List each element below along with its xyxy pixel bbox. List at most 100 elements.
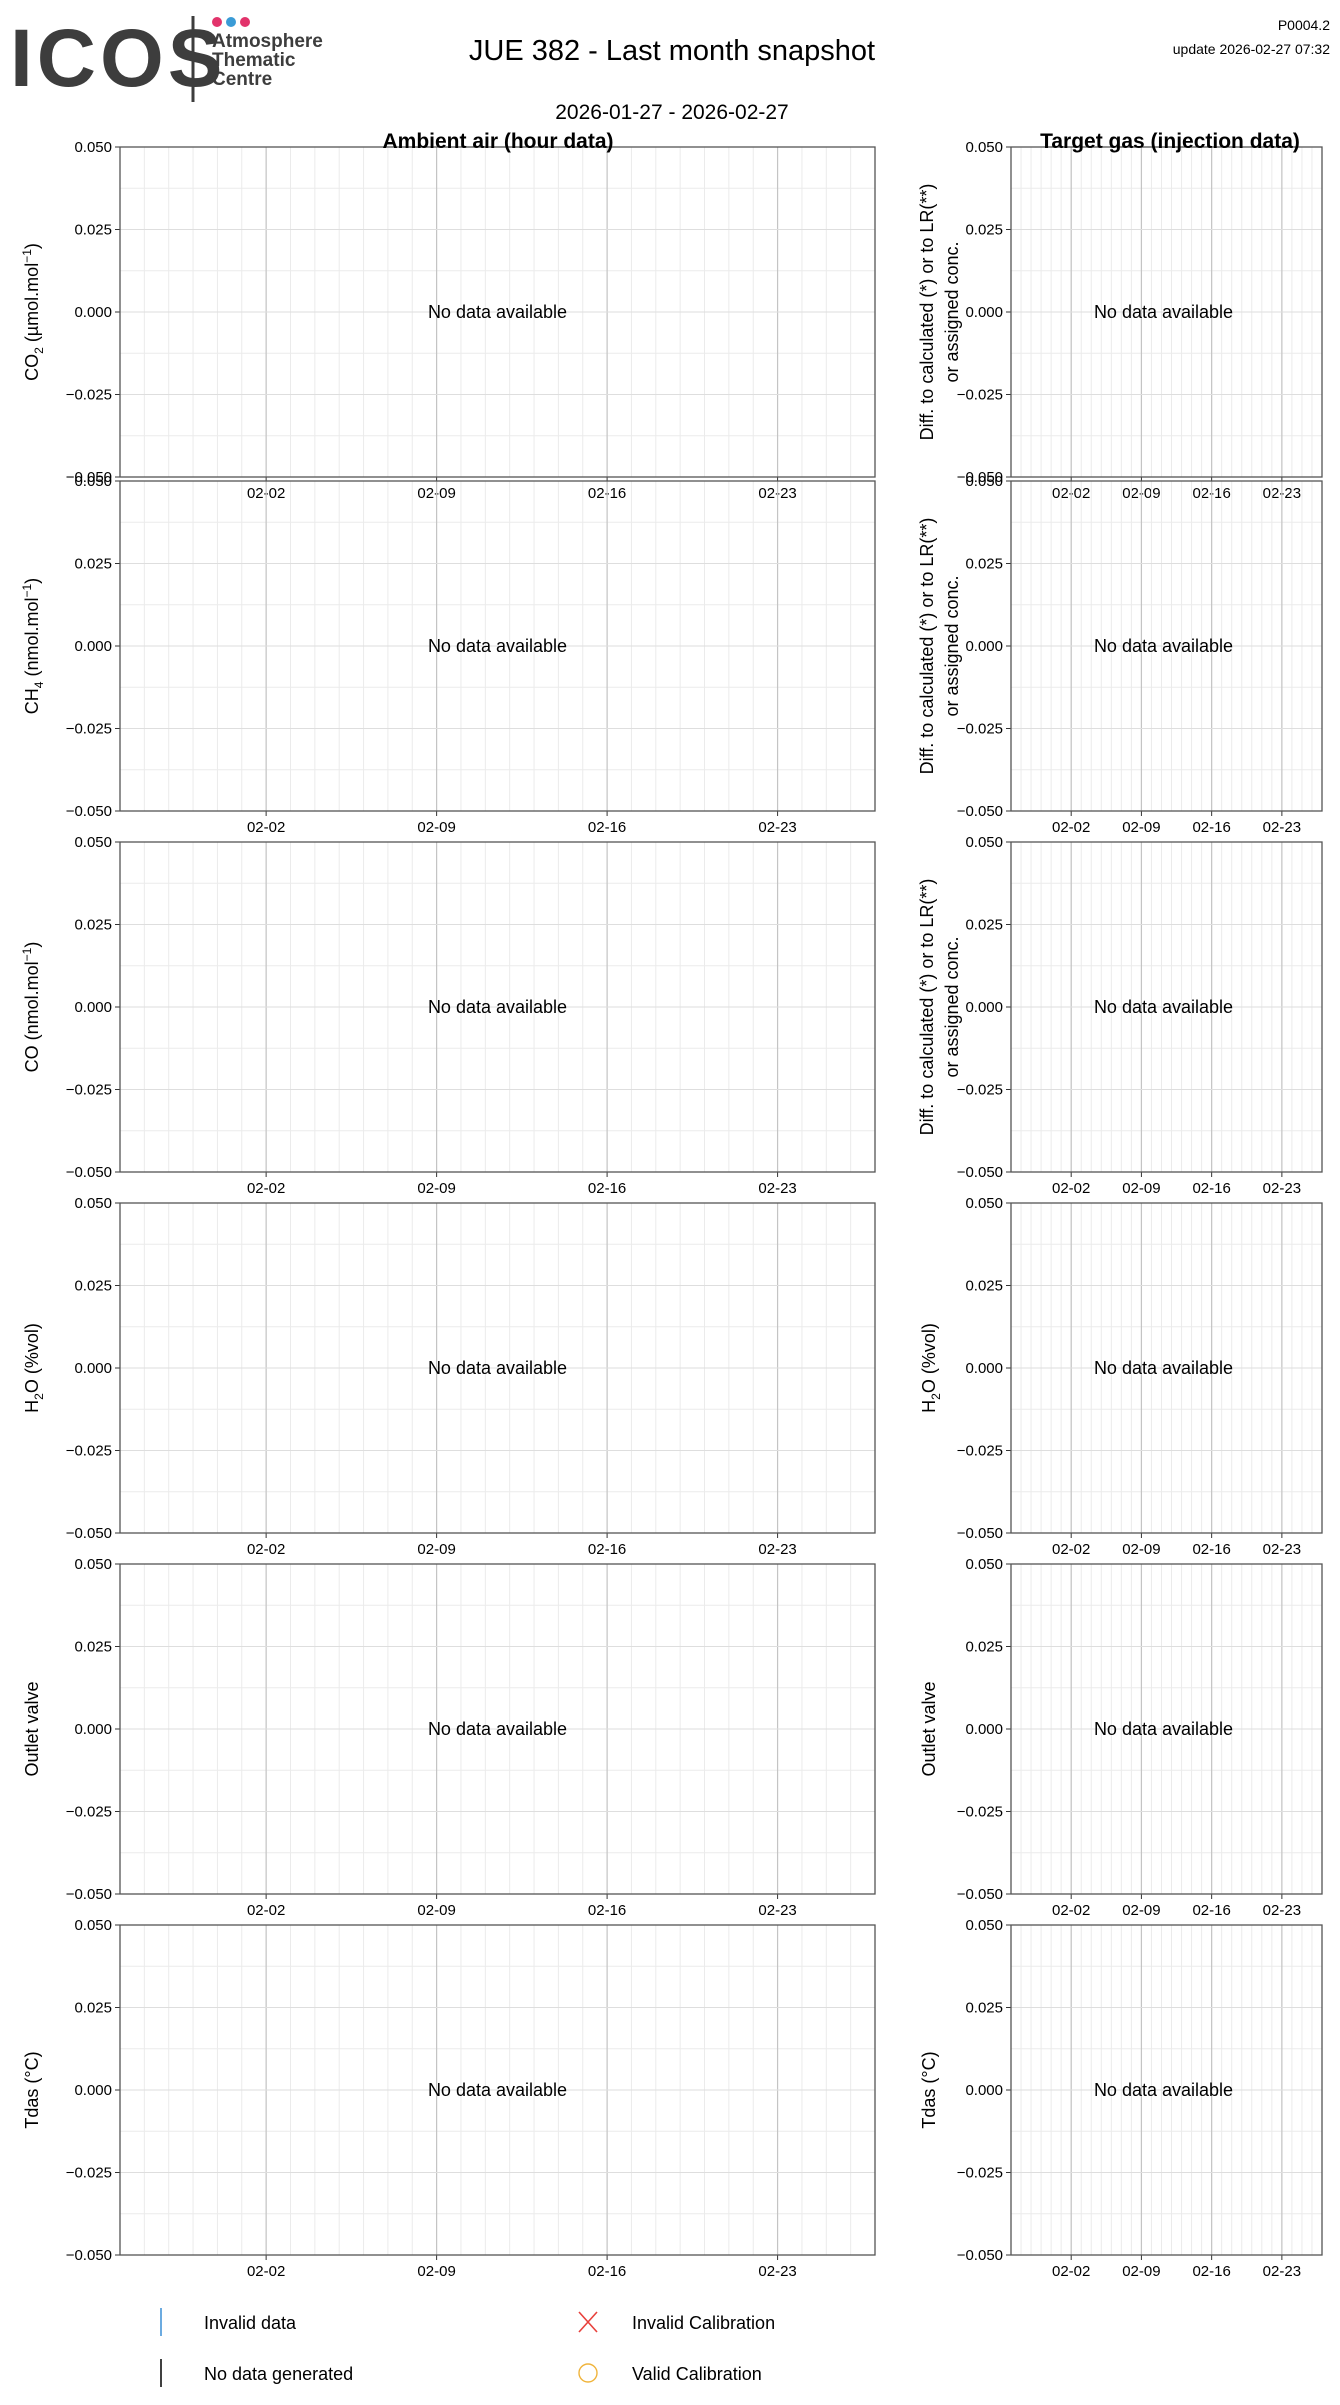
panel-target-tdas: 02-02 02-09 02-16 02-23 −0.050 −0.025 0.000 0.0… bbox=[919, 1917, 1323, 2280]
report-code: P0004.2 bbox=[1278, 17, 1330, 33]
x-tick-label: 02-09 bbox=[417, 1180, 455, 1197]
x-tick-label: 02-23 bbox=[1263, 1180, 1301, 1197]
panel-border bbox=[1010, 841, 1323, 1173]
icos-logo: ICOS Atmosphere Thematic Centre bbox=[10, 13, 323, 104]
y-tick-label: 0.050 bbox=[74, 1917, 112, 1934]
y-axis-label: Diff. to calculated (*) or to LR(**) bbox=[917, 518, 937, 775]
x-tick-label: 02-23 bbox=[758, 2263, 796, 2280]
legend-item-valid-calibration: Valid Calibration bbox=[578, 2363, 762, 2384]
x-tick-label: 02-09 bbox=[417, 1541, 455, 1558]
panel-border bbox=[1010, 146, 1323, 478]
panel-target-h2o: 02-02 02-09 02-16 02-23 −0.050 −0.025 0.000 0.0… bbox=[919, 1195, 1323, 1558]
x-tick-label: 02-23 bbox=[1263, 1541, 1301, 1558]
y-tick-label: 0.025 bbox=[74, 2000, 112, 2017]
x-tick-label: 02-23 bbox=[758, 1541, 796, 1558]
column-title-ambient: Ambient air (hour data) bbox=[382, 130, 613, 153]
legend-symbol-valid-calibration bbox=[578, 2363, 598, 2383]
column-title-target: Target gas (injection data) bbox=[1040, 130, 1300, 153]
x-tick-label: 02-02 bbox=[247, 1902, 285, 1919]
no-data-message: No data available bbox=[1094, 1358, 1233, 1378]
x-tick-label: 02-23 bbox=[1263, 1902, 1301, 1919]
y-tick-label: 0.050 bbox=[74, 139, 112, 156]
x-tick-label: 02-16 bbox=[588, 2263, 626, 2280]
no-data-message: No data available bbox=[428, 2080, 567, 2100]
y-tick-label: 0.025 bbox=[74, 222, 112, 239]
x-tick-label: 02-16 bbox=[588, 1180, 626, 1197]
y-tick-label: −0.050 bbox=[66, 2247, 112, 2264]
no-data-message: No data available bbox=[428, 636, 567, 656]
no-data-message: No data available bbox=[428, 1358, 567, 1378]
y-tick-label: −0.050 bbox=[957, 1886, 1003, 1903]
y-tick-label: 0.025 bbox=[74, 556, 112, 573]
x-tick-label: 02-02 bbox=[247, 819, 285, 836]
y-tick-label: 0.025 bbox=[965, 222, 1003, 239]
x-tick-label: 02-02 bbox=[1052, 1180, 1090, 1197]
y-axis-label: or assigned conc. bbox=[942, 241, 962, 382]
panel-border bbox=[119, 1202, 876, 1534]
x-tick-label: 02-09 bbox=[1122, 1541, 1160, 1558]
y-tick-label: 0.025 bbox=[74, 917, 112, 934]
y-tick-label: 0.025 bbox=[965, 2000, 1003, 2017]
x-tick-label: 02-09 bbox=[1122, 1180, 1160, 1197]
y-tick-label: 0.000 bbox=[74, 638, 112, 655]
x-tick-label: 02-16 bbox=[588, 819, 626, 836]
no-data-message: No data available bbox=[1094, 302, 1233, 322]
y-tick-label: 0.000 bbox=[965, 1721, 1003, 1738]
logo-dot-1 bbox=[212, 17, 222, 27]
panel-ambient-outlet: 02-02 02-09 02-16 02-23 −0.050 −0.025 0.000 0.0… bbox=[22, 1556, 876, 1919]
panel-border bbox=[1010, 1563, 1323, 1895]
x-tick-label: 02-02 bbox=[247, 1541, 285, 1558]
legend-symbol-invalid-calibration bbox=[578, 2311, 598, 2333]
y-tick-label: 0.000 bbox=[965, 304, 1003, 321]
date-range: 2026-01-27 - 2026-02-27 bbox=[555, 101, 789, 124]
y-tick-label: 0.050 bbox=[965, 1195, 1003, 1212]
logo-dot-2 bbox=[226, 17, 236, 27]
x-tick-label: 02-02 bbox=[247, 2263, 285, 2280]
logo-line-3: Centre bbox=[212, 69, 272, 90]
x-tick-label: 02-23 bbox=[1263, 2263, 1301, 2280]
x-tick-label: 02-09 bbox=[1122, 819, 1160, 836]
x-tick-label: 02-02 bbox=[1052, 1541, 1090, 1558]
panel-border bbox=[119, 1563, 876, 1895]
y-axis-label: H2O (%vol) bbox=[919, 1323, 943, 1413]
y-tick-label: 0.050 bbox=[965, 1917, 1003, 1934]
y-tick-label: −0.050 bbox=[66, 469, 112, 486]
y-tick-label: −0.025 bbox=[66, 387, 112, 404]
y-tick-label: −0.025 bbox=[957, 721, 1003, 738]
legend: Invalid data Invalid Calibration No data… bbox=[160, 2308, 775, 2387]
panel-target-co2: 02-02 02-09 02-16 02-23−0.050−0.0250.0000.0… bbox=[917, 139, 1323, 502]
panel-border bbox=[119, 841, 876, 1173]
y-axis-label: Outlet valve bbox=[22, 1681, 42, 1776]
y-tick-label: 0.000 bbox=[74, 304, 112, 321]
no-data-message: No data available bbox=[1094, 1719, 1233, 1739]
x-tick-label: 02-16 bbox=[1192, 1180, 1230, 1197]
panel-target-co: 02-02 02-09 02-16 02-23 −0.050 −0.025 0.000 0.0… bbox=[917, 834, 1323, 1197]
logo-line-1: Atmosphere bbox=[212, 31, 323, 52]
y-tick-label: −0.050 bbox=[957, 1525, 1003, 1542]
legend-item-invalid-calibration: Invalid Calibration bbox=[578, 2311, 775, 2333]
x-tick-label: 02-02 bbox=[1052, 2263, 1090, 2280]
y-tick-label: −0.050 bbox=[957, 1164, 1003, 1181]
panels-layer: 02-02 02-09 02-16 02-23 −0.050 −0.025 0.000 0.0… bbox=[20, 139, 1323, 2280]
y-tick-label: 0.050 bbox=[74, 1556, 112, 1573]
y-axis-label: CO2 (µmol.mol−1) bbox=[20, 243, 46, 381]
panel-border bbox=[1010, 480, 1323, 812]
panel-ambient-co: 02-02 02-09 02-16 02-23 −0.050 −0.025 0.000 0.0… bbox=[20, 834, 876, 1197]
legend-label-valid-calibration: Valid Calibration bbox=[632, 2364, 762, 2384]
panel-ambient-co2: 02-02 02-09 02-16 02-23−0.050−0.0250.0000.0… bbox=[20, 139, 876, 502]
panel-ambient-tdas: 02-02 02-09 02-16 02-23 −0.050 −0.025 0.000 0.0… bbox=[22, 1917, 876, 2280]
no-data-message: No data available bbox=[1094, 997, 1233, 1017]
no-data-message: No data available bbox=[1094, 2080, 1233, 2100]
y-tick-label: −0.025 bbox=[957, 2165, 1003, 2182]
y-tick-label: 0.025 bbox=[965, 1639, 1003, 1656]
y-axis-label: CH4 (nmol.mol−1) bbox=[20, 578, 46, 714]
panel-target-outlet: 02-02 02-09 02-16 02-23 −0.050 −0.025 0.000 0.0… bbox=[919, 1556, 1323, 1919]
y-tick-label: 0.000 bbox=[74, 2082, 112, 2099]
y-tick-label: 0.000 bbox=[74, 1360, 112, 1377]
x-tick-label: 02-16 bbox=[1192, 819, 1230, 836]
y-tick-label: 0.000 bbox=[74, 1721, 112, 1738]
y-tick-label: 0.025 bbox=[74, 1639, 112, 1656]
x-tick-label: 02-09 bbox=[417, 1902, 455, 1919]
y-axis-label: Tdas (°C) bbox=[22, 2051, 42, 2128]
